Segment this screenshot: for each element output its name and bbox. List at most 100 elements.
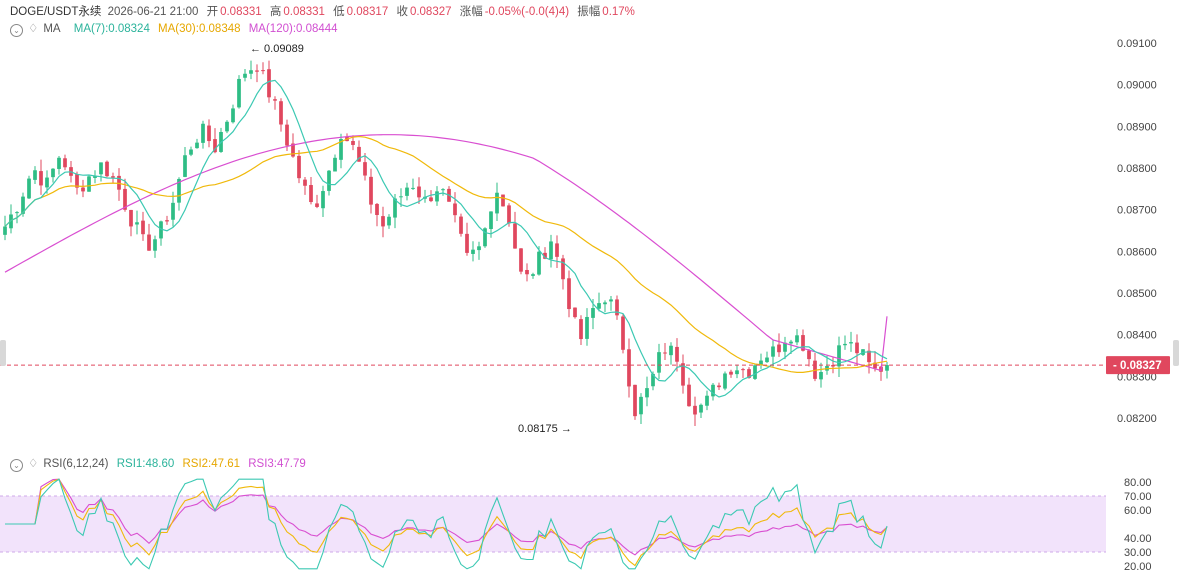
candle-body — [81, 187, 85, 192]
candle — [321, 185, 325, 218]
candle — [297, 150, 301, 184]
candle-body — [759, 360, 763, 365]
symbol-label[interactable]: DOGE/USDT永续 — [10, 6, 102, 18]
candle — [231, 104, 235, 124]
candle — [531, 272, 535, 279]
candle-body — [723, 373, 727, 389]
high-annotation: ← 0.09089 — [250, 43, 304, 55]
alert-bell-icon[interactable]: ♢ — [28, 23, 39, 35]
price-axis-tick: 0.08400 — [1117, 330, 1157, 342]
low-label: 低 — [333, 6, 345, 18]
candle-body — [663, 352, 667, 354]
candle — [243, 68, 247, 82]
candle-body — [159, 221, 163, 239]
candle — [333, 154, 337, 172]
candle — [93, 170, 97, 184]
candle — [225, 120, 229, 134]
rsi-axis-tick: 20.00 — [1124, 561, 1152, 573]
candle — [627, 338, 631, 398]
candle — [195, 138, 199, 149]
candle-body — [543, 252, 547, 259]
candle — [483, 227, 487, 248]
candle — [417, 177, 421, 205]
candle — [171, 191, 175, 227]
candle — [327, 169, 331, 196]
candle-body — [327, 170, 331, 191]
high-label: 高 — [269, 6, 282, 18]
candle — [723, 371, 727, 391]
price-axis-tick: 0.09100 — [1117, 38, 1157, 50]
collapse-chevron-icon[interactable]: ⌄ — [10, 459, 23, 472]
candle-body — [471, 249, 475, 254]
candle — [633, 384, 637, 420]
candle — [27, 175, 31, 200]
candle — [261, 62, 265, 75]
candle-body — [105, 161, 109, 177]
left-edge-handle[interactable] — [0, 340, 6, 366]
candle-body — [513, 223, 517, 249]
candle — [399, 188, 403, 207]
candle-body — [225, 121, 229, 132]
candle-body — [693, 405, 697, 415]
candle-body — [87, 176, 91, 192]
candle — [615, 295, 619, 320]
candle — [447, 186, 451, 202]
candle — [435, 186, 439, 206]
candle-body — [699, 404, 703, 413]
candle-body — [705, 395, 709, 406]
candle-body — [207, 125, 211, 142]
candle-body — [405, 187, 409, 196]
candle — [105, 160, 109, 178]
rsi-axis-tick: 40.00 — [1124, 533, 1152, 545]
candle-body — [597, 303, 601, 309]
candle-body — [561, 258, 565, 280]
candle-body — [255, 70, 259, 72]
candle — [669, 342, 673, 365]
candle — [519, 248, 523, 275]
candle-body — [117, 175, 121, 190]
rsi3-value: RSI3:47.79 — [248, 458, 306, 470]
candle-body — [483, 228, 487, 247]
rsi1-value: RSI1:48.60 — [116, 458, 175, 470]
candle — [375, 202, 379, 227]
collapse-chevron-icon[interactable]: ⌄ — [10, 24, 23, 37]
candle-body — [507, 205, 511, 224]
candle-body — [3, 226, 7, 235]
candle-body — [579, 319, 583, 340]
candle-body — [387, 216, 391, 226]
candle — [201, 120, 205, 149]
candle — [645, 376, 649, 407]
candle — [129, 209, 133, 237]
rsi-band — [0, 496, 1106, 552]
close-value: 0.08327 — [409, 6, 452, 18]
candle-body — [135, 222, 139, 225]
candle-body — [123, 188, 127, 210]
price-axis-tick: 0.08700 — [1117, 205, 1157, 217]
candle — [459, 213, 463, 237]
price-axis-tick: 0.09000 — [1117, 80, 1157, 92]
candle — [573, 307, 577, 319]
candle-body — [297, 155, 301, 179]
right-edge-handle[interactable] — [1173, 340, 1179, 366]
low-value: 0.08317 — [346, 6, 389, 18]
candle — [57, 155, 61, 175]
candle — [513, 211, 517, 249]
rsi-indicator-name[interactable]: RSI(6,12,24) — [43, 458, 109, 470]
candle-body — [495, 192, 499, 214]
candle-body — [9, 214, 13, 229]
candle-body — [111, 176, 115, 178]
candle — [249, 60, 253, 80]
candle-body — [243, 73, 247, 78]
candle-body — [789, 341, 793, 344]
price-chart[interactable]: 0.09100 0.09000 0.08900 0.08800 0.08700 0.086… — [0, 0, 1179, 440]
candle — [795, 329, 799, 346]
ma-indicator-name[interactable]: MA — [43, 23, 61, 35]
rsi2-value: RSI2:47.61 — [182, 458, 241, 470]
candle — [555, 235, 559, 268]
alert-bell-icon[interactable]: ♢ — [28, 458, 39, 470]
candle-body — [615, 299, 619, 316]
candle-body — [753, 365, 757, 379]
candle-body — [171, 202, 175, 220]
ma30-line — [4, 135, 888, 373]
